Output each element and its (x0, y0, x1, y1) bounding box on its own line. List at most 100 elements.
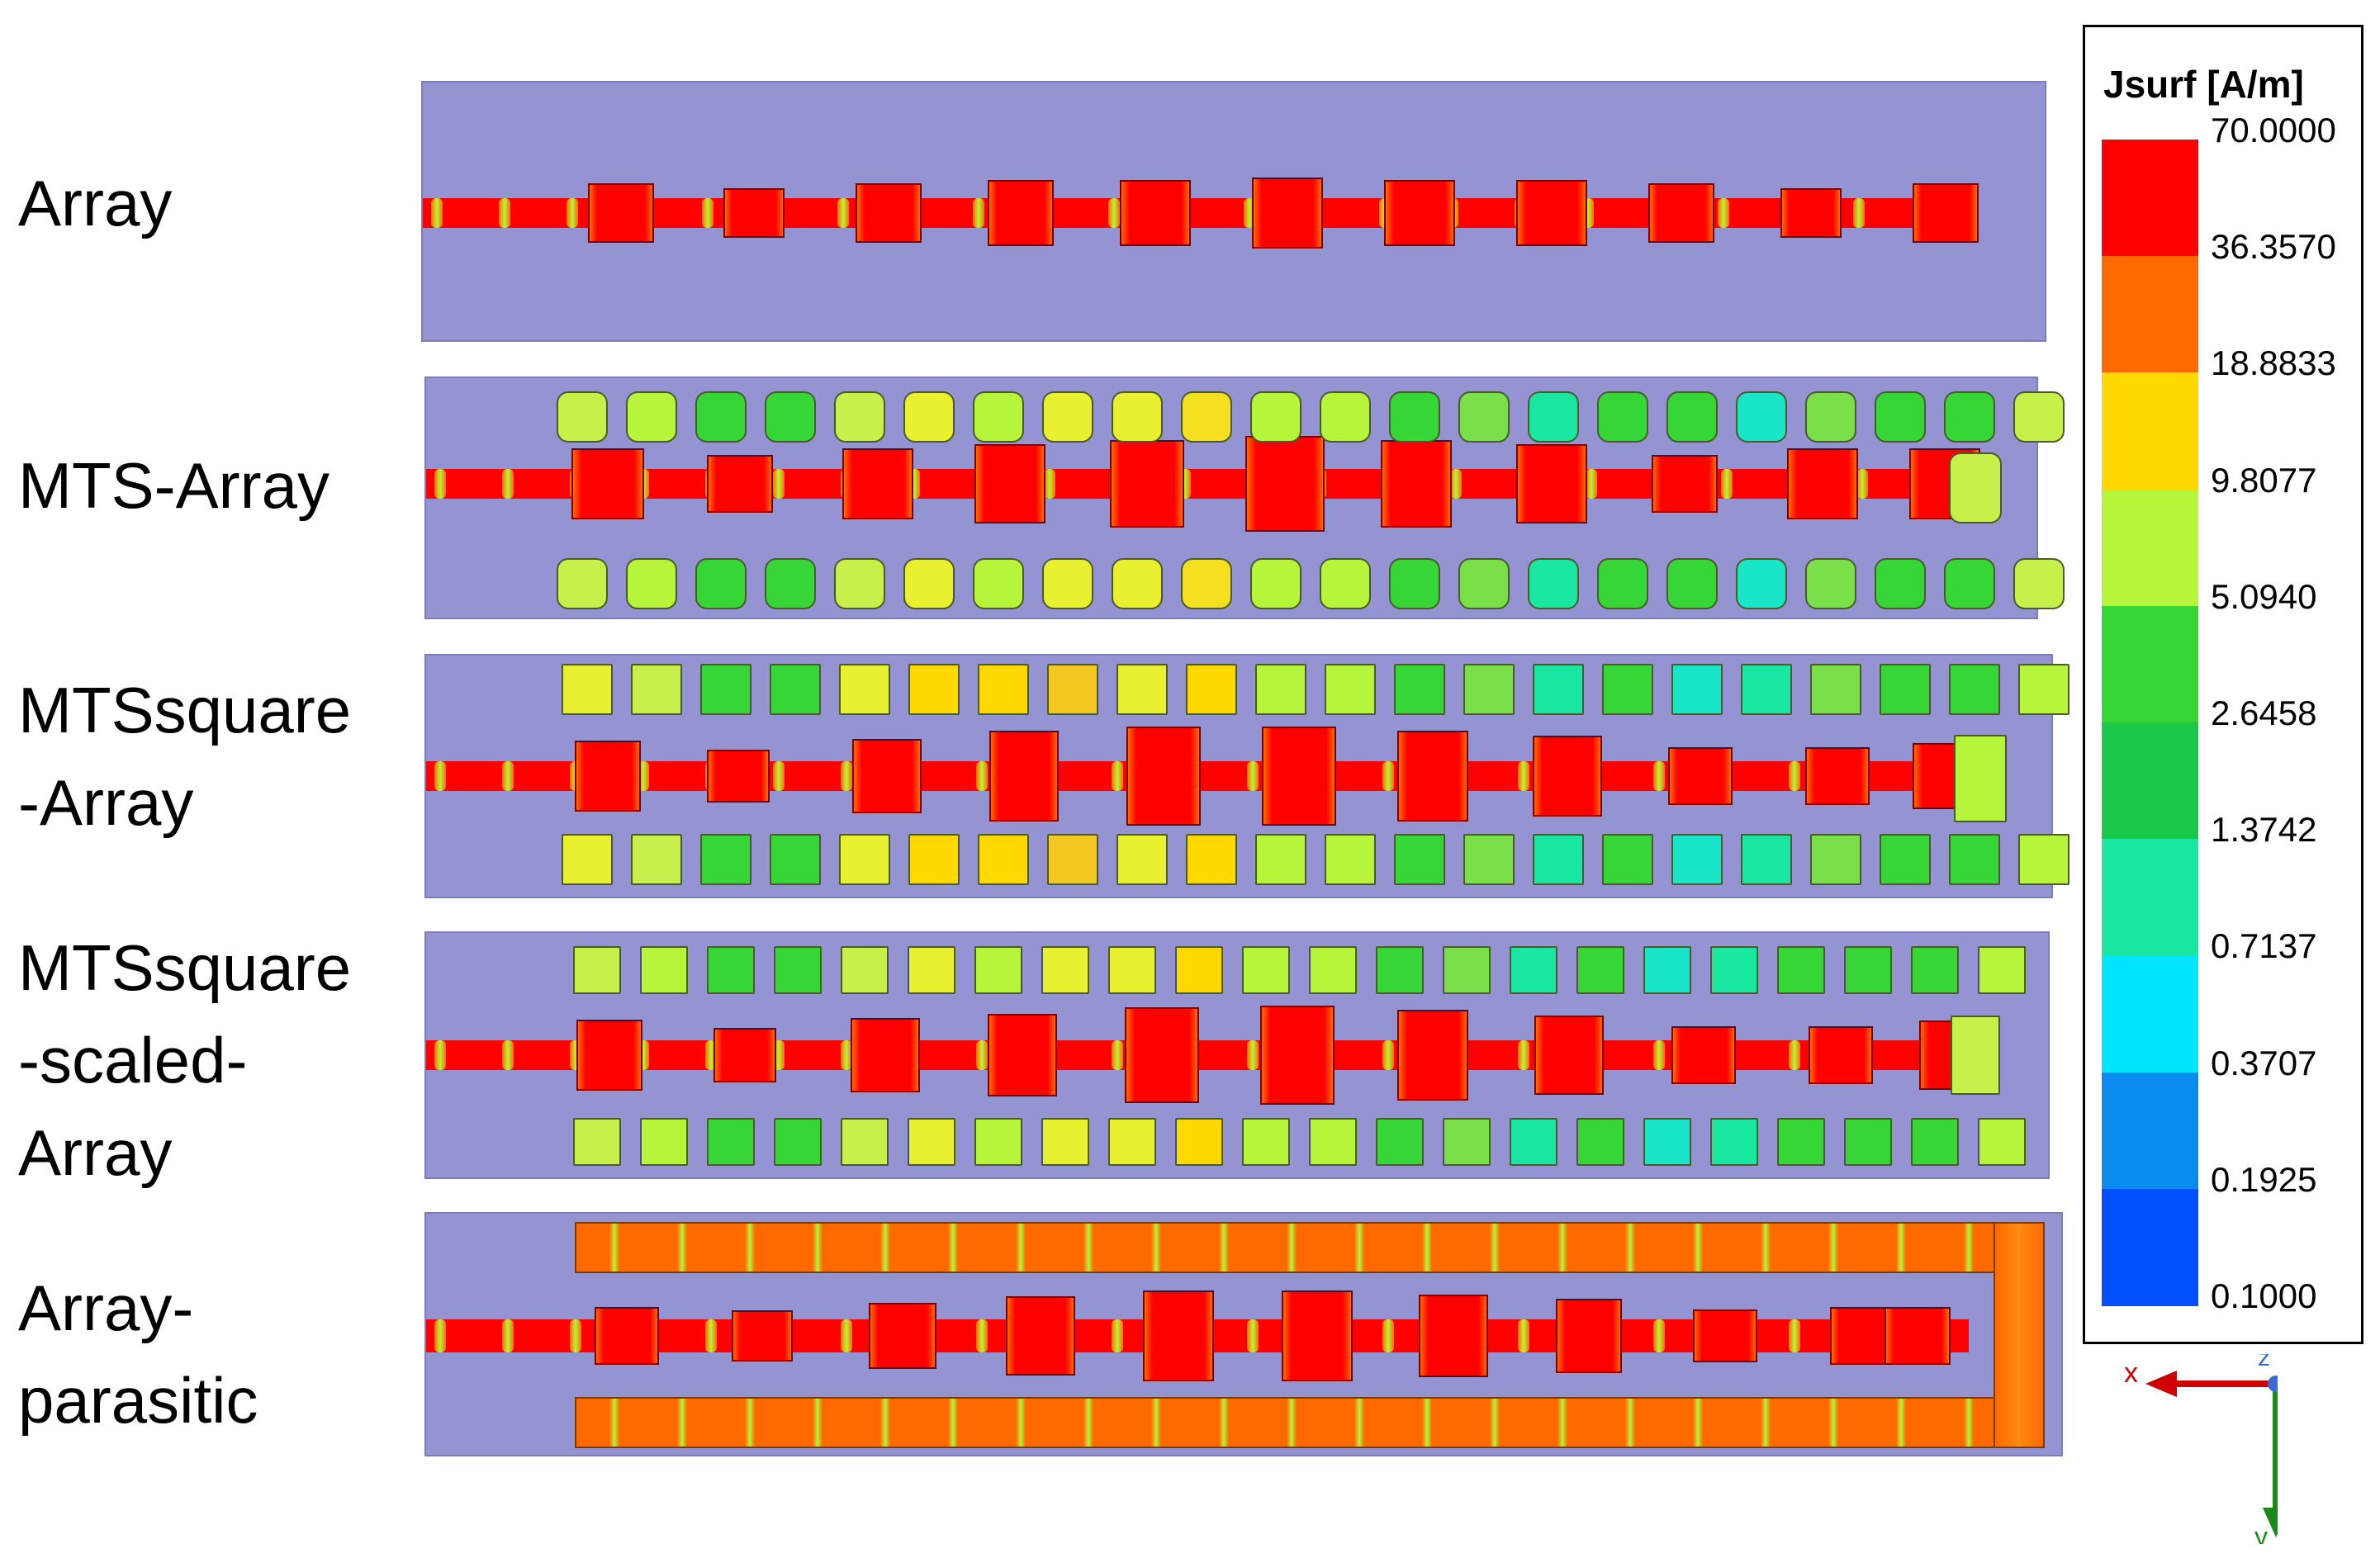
radiating-patch (1668, 747, 1733, 805)
metasurface-cell (1042, 391, 1093, 443)
radiating-patch (856, 183, 922, 243)
metasurface-cell (974, 946, 1022, 994)
metasurface-cell (1805, 391, 1856, 443)
axis-z-label: z (2258, 1354, 2270, 1371)
radiating-patch (1120, 180, 1191, 246)
current-node (976, 1319, 988, 1352)
radiating-patch (595, 1307, 659, 1365)
metasurface-cell (695, 558, 747, 609)
legend-band (2102, 955, 2198, 1073)
radiating-patch (1516, 444, 1587, 523)
metasurface-cell (1597, 558, 1648, 609)
metasurface-cell (2013, 558, 2065, 609)
metasurface-cell (695, 391, 747, 443)
legend-tick-label: 5.0940 (2211, 576, 2317, 616)
metasurface-cell (973, 558, 1024, 609)
current-node (837, 198, 849, 228)
current-node (702, 198, 714, 228)
current-node (773, 469, 785, 499)
metasurface-cell (1117, 664, 1168, 715)
metasurface-cell (1978, 946, 2026, 994)
metasurface-cell (1175, 946, 1223, 994)
metasurface-cell (1112, 391, 1163, 443)
metasurface-cell (1320, 558, 1371, 609)
metasurface-cell (1250, 558, 1301, 609)
metasurface-cell (1533, 664, 1584, 715)
metasurface-cell (1458, 558, 1510, 609)
radiating-patch (1809, 1026, 1873, 1084)
metasurface-cell (631, 834, 682, 885)
metasurface-cell (1944, 391, 1995, 443)
metasurface-cell (841, 1118, 889, 1166)
current-node (502, 761, 514, 791)
current-node (1112, 1319, 1123, 1352)
metasurface-cell (1944, 558, 1995, 609)
parasitic-strip-bottom (575, 1397, 2045, 1448)
radiating-patch (576, 1020, 642, 1091)
metasurface-cell (1949, 452, 2002, 523)
metasurface-cell (839, 664, 890, 715)
current-node (434, 469, 446, 499)
metasurface-cell (1777, 946, 1825, 994)
metasurface-cell (573, 946, 621, 994)
metasurface-cell (1671, 834, 1723, 885)
metasurface-cell (2018, 664, 2069, 715)
metasurface-cell (1844, 1118, 1892, 1166)
metasurface-cell (1602, 834, 1653, 885)
radiating-patch (723, 188, 785, 238)
current-node (1518, 1319, 1529, 1352)
current-node (567, 198, 578, 228)
metasurface-cell (908, 834, 960, 885)
current-node (1718, 198, 1729, 228)
current-node (976, 1040, 988, 1070)
metasurface-cell (707, 1118, 755, 1166)
radiating-patch (571, 448, 644, 519)
legend-band (2102, 839, 2198, 957)
radiating-patch (851, 1018, 920, 1092)
current-node (1853, 198, 1865, 228)
radiating-patch (1805, 747, 1870, 805)
metasurface-cell (1242, 1118, 1290, 1166)
parasitic-strip-end (1994, 1222, 2045, 1448)
metasurface-cell (1175, 1118, 1223, 1166)
metasurface-cell (1041, 1118, 1089, 1166)
metasurface-cell (1643, 1118, 1691, 1166)
radiating-patch (1110, 440, 1184, 528)
metasurface-cell (974, 1118, 1022, 1166)
radiating-patch (1885, 1307, 1951, 1365)
metasurface-cell (841, 946, 889, 994)
metasurface-cell (1255, 834, 1306, 885)
metasurface-cell (1242, 946, 1290, 994)
current-node (434, 761, 446, 791)
current-node (1247, 1319, 1259, 1352)
metasurface-cell (557, 558, 608, 609)
metasurface-cell (1880, 664, 1931, 715)
radiating-patch (988, 180, 1054, 246)
legend-band (2102, 489, 2198, 607)
current-node (1653, 761, 1665, 791)
current-node (1518, 1040, 1529, 1070)
metasurface-cell (1533, 834, 1584, 885)
metasurface-cell (1736, 391, 1787, 443)
radiating-patch (1260, 1006, 1335, 1105)
legend-tick-label: 2.6458 (2211, 694, 2317, 732)
radiating-patch (1252, 178, 1323, 249)
metasurface-cell (1805, 558, 1856, 609)
panel-mts-array (424, 376, 2065, 619)
metasurface-cell (562, 834, 613, 885)
current-node (976, 761, 988, 791)
metasurface-cell (1394, 664, 1445, 715)
metasurface-cell (1671, 664, 1723, 715)
metasurface-cell (1810, 834, 1861, 885)
metasurface-cell (1047, 834, 1098, 885)
metasurface-cell (1741, 834, 1792, 885)
metasurface-cell (1325, 834, 1376, 885)
current-node (1450, 469, 1462, 499)
legend-tick-label: 18.8833 (2211, 343, 2336, 383)
radiating-patch (1397, 1010, 1468, 1101)
radiating-patch (1282, 1290, 1353, 1381)
metasurface-cell (1949, 664, 2000, 715)
metasurface-cell (1949, 834, 2000, 885)
metasurface-cell (1954, 735, 2007, 822)
metasurface-cell (1376, 1118, 1424, 1166)
